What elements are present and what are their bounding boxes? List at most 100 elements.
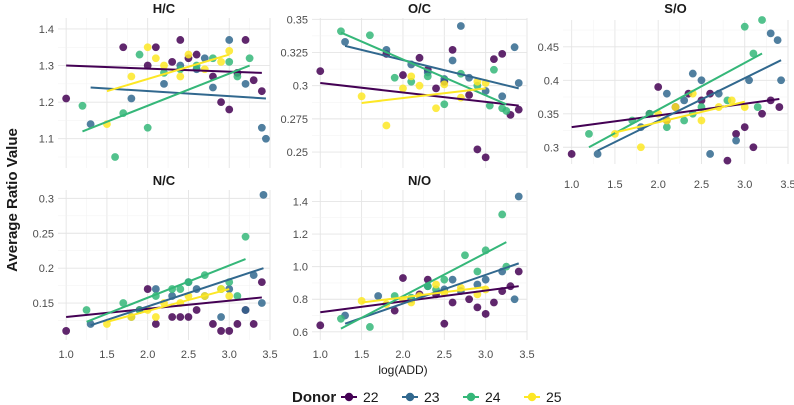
point-donor-24 xyxy=(461,251,469,260)
point-donor-25 xyxy=(636,143,645,152)
x-tick-label: 2.5 xyxy=(437,349,452,361)
point-donor-24 xyxy=(111,153,119,161)
fit-line-donor-25 xyxy=(614,100,745,134)
point-donor-24 xyxy=(740,22,749,31)
x-tick-label: 3.5 xyxy=(262,349,277,361)
point-donor-23 xyxy=(706,150,715,158)
fit-line-donor-22 xyxy=(320,285,519,314)
point-donor-23 xyxy=(498,92,507,101)
point-donor-24 xyxy=(502,107,511,115)
point-donor-23 xyxy=(773,36,782,44)
point-donor-22 xyxy=(775,103,784,111)
point-donor-24 xyxy=(245,54,254,63)
point-donor-24 xyxy=(233,292,242,300)
point-donor-25 xyxy=(217,58,225,66)
point-donor-22 xyxy=(399,71,407,79)
y-tick-label: 0.3 xyxy=(39,193,54,205)
y-tick-label: 0.3 xyxy=(293,81,308,93)
panel-hc: H/C 1.1 1.2 1.3 1.4 xyxy=(39,1,271,168)
point-donor-22 xyxy=(448,45,457,54)
point-donor-23 xyxy=(257,299,266,307)
point-donor-23 xyxy=(777,76,785,85)
point-donor-24 xyxy=(119,299,128,307)
point-donor-25 xyxy=(184,50,193,59)
point-donor-24 xyxy=(440,275,449,284)
point-donor-23 xyxy=(593,150,602,158)
point-donor-22 xyxy=(654,83,663,91)
point-donor-22 xyxy=(514,267,523,276)
panel-title-so: S/O xyxy=(664,1,686,16)
point-donor-23 xyxy=(374,292,383,300)
point-donor-25 xyxy=(407,72,416,81)
panel-so: S/O 0.3 0.35 0.4 0.45 1.0 1.5 2.0 2.5 3.0 3.5 xyxy=(538,1,794,191)
panel-oc: O/C 0.25 0.275 0.3 0.325 0.35 xyxy=(280,1,528,168)
panels: H/C1.11.21.31.4O/C0.250.2750.30.3250.35S… xyxy=(33,1,794,361)
point-donor-25 xyxy=(382,121,391,130)
point-donor-22 xyxy=(151,43,160,52)
fit-line-donor-24 xyxy=(340,31,507,106)
x-tick-label: 1.0 xyxy=(59,349,74,361)
point-donor-23 xyxy=(160,79,168,88)
x-tick-label: 1.0 xyxy=(564,179,579,191)
legend-label: 25 xyxy=(546,389,562,405)
point-donor-23 xyxy=(456,22,465,30)
x-tick-label: 1.5 xyxy=(354,349,369,361)
point-donor-23 xyxy=(257,123,266,132)
legend-key-dot xyxy=(405,392,415,402)
legend-key-dot xyxy=(344,392,354,402)
point-donor-23 xyxy=(209,83,217,92)
point-donor-24 xyxy=(680,116,689,125)
x-tick-label: 2.0 xyxy=(651,179,666,191)
point-donor-23 xyxy=(249,271,258,280)
point-donor-22 xyxy=(740,123,749,132)
point-donor-23 xyxy=(241,79,250,88)
fit-lines-so xyxy=(571,52,782,152)
point-donor-25 xyxy=(727,96,736,105)
panel-title-no: N/O xyxy=(408,173,431,188)
point-donor-22 xyxy=(316,321,325,330)
legend-title: Donor xyxy=(292,389,336,405)
point-donor-22 xyxy=(514,105,523,114)
point-donor-24 xyxy=(498,210,507,219)
point-donor-23 xyxy=(448,56,457,65)
y-tick-label: 0.25 xyxy=(33,228,54,240)
legend-item-25: 25 xyxy=(524,389,562,405)
x-tick-label: 2.0 xyxy=(395,349,410,361)
x-tick-label: 3.0 xyxy=(737,179,752,191)
point-donor-23 xyxy=(481,275,490,284)
panel-title-oc: O/C xyxy=(408,1,432,16)
x-tick-label: 2.5 xyxy=(181,349,196,361)
legend-item-22: 22 xyxy=(341,389,379,405)
y-tick-label: 0.6 xyxy=(293,327,308,339)
x-tick-label: 1.0 xyxy=(313,349,328,361)
point-donor-24 xyxy=(490,65,498,74)
point-donor-24 xyxy=(233,72,242,81)
point-donor-23 xyxy=(510,295,519,304)
point-donor-25 xyxy=(200,65,209,74)
point-donor-25 xyxy=(432,280,440,289)
point-donor-22 xyxy=(151,320,160,328)
point-donor-22 xyxy=(233,320,242,328)
point-donor-22 xyxy=(490,55,498,64)
y-tick-label: 0.4 xyxy=(544,75,559,87)
point-donor-22 xyxy=(143,61,152,70)
point-donor-24 xyxy=(337,314,345,323)
point-donor-22 xyxy=(473,303,482,312)
point-donor-22 xyxy=(119,43,128,52)
point-donor-25 xyxy=(432,104,440,113)
grid-nc xyxy=(58,190,271,340)
point-donor-22 xyxy=(490,298,498,307)
fit-line-donor-25 xyxy=(106,53,230,93)
x-tick-label: 1.5 xyxy=(99,349,114,361)
legend-item-24: 24 xyxy=(463,389,501,405)
points-oc xyxy=(316,22,523,162)
points-nc xyxy=(62,190,268,335)
point-donor-24 xyxy=(78,101,87,110)
legend-item-23: 23 xyxy=(402,389,440,405)
y-tick-label: 0.2 xyxy=(39,263,54,275)
y-tick-label: 1.4 xyxy=(39,24,54,36)
point-donor-22 xyxy=(732,129,740,138)
point-donor-23 xyxy=(514,192,523,201)
point-donor-23 xyxy=(745,76,753,85)
point-donor-23 xyxy=(259,190,268,199)
